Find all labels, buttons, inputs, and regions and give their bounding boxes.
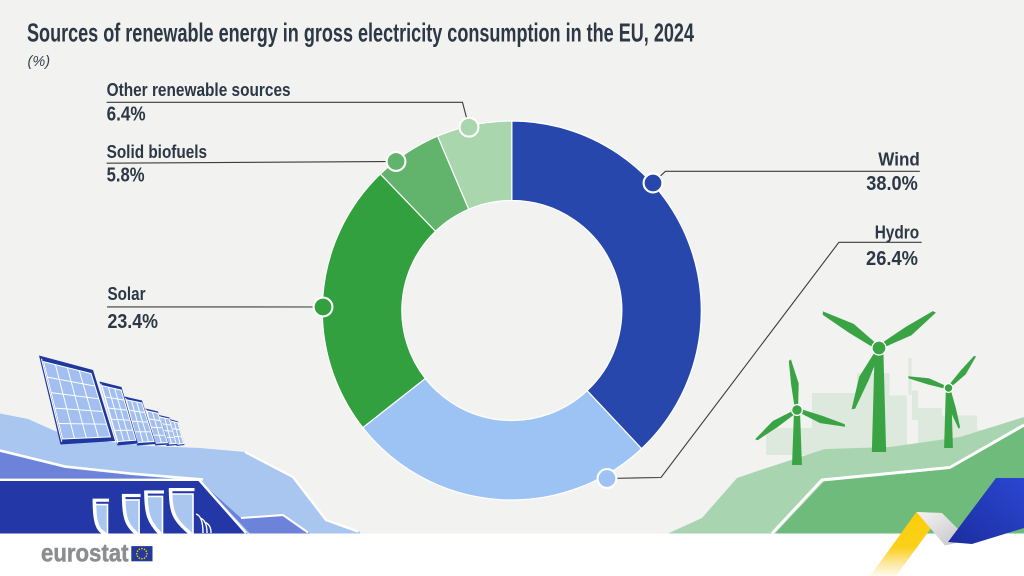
svg-text:5.8%: 5.8% (107, 164, 145, 187)
svg-text:Solar: Solar (108, 284, 146, 304)
svg-text:(%): (%) (28, 54, 51, 70)
svg-text:Solid biofuels: Solid biofuels (107, 142, 208, 162)
svg-text:Wind: Wind (878, 149, 920, 169)
svg-text:26.4%: 26.4% (866, 247, 918, 270)
svg-text:eurostat: eurostat (41, 540, 129, 568)
svg-text:38.0%: 38.0% (866, 172, 918, 195)
svg-text:6.4%: 6.4% (107, 102, 146, 125)
svg-text:Sources of renewable energy in: Sources of renewable energy in gross ele… (27, 18, 694, 48)
svg-text:Other renewable sources: Other renewable sources (107, 80, 291, 100)
svg-text:Hydro: Hydro (875, 222, 920, 242)
svg-text:23.4%: 23.4% (108, 310, 159, 333)
